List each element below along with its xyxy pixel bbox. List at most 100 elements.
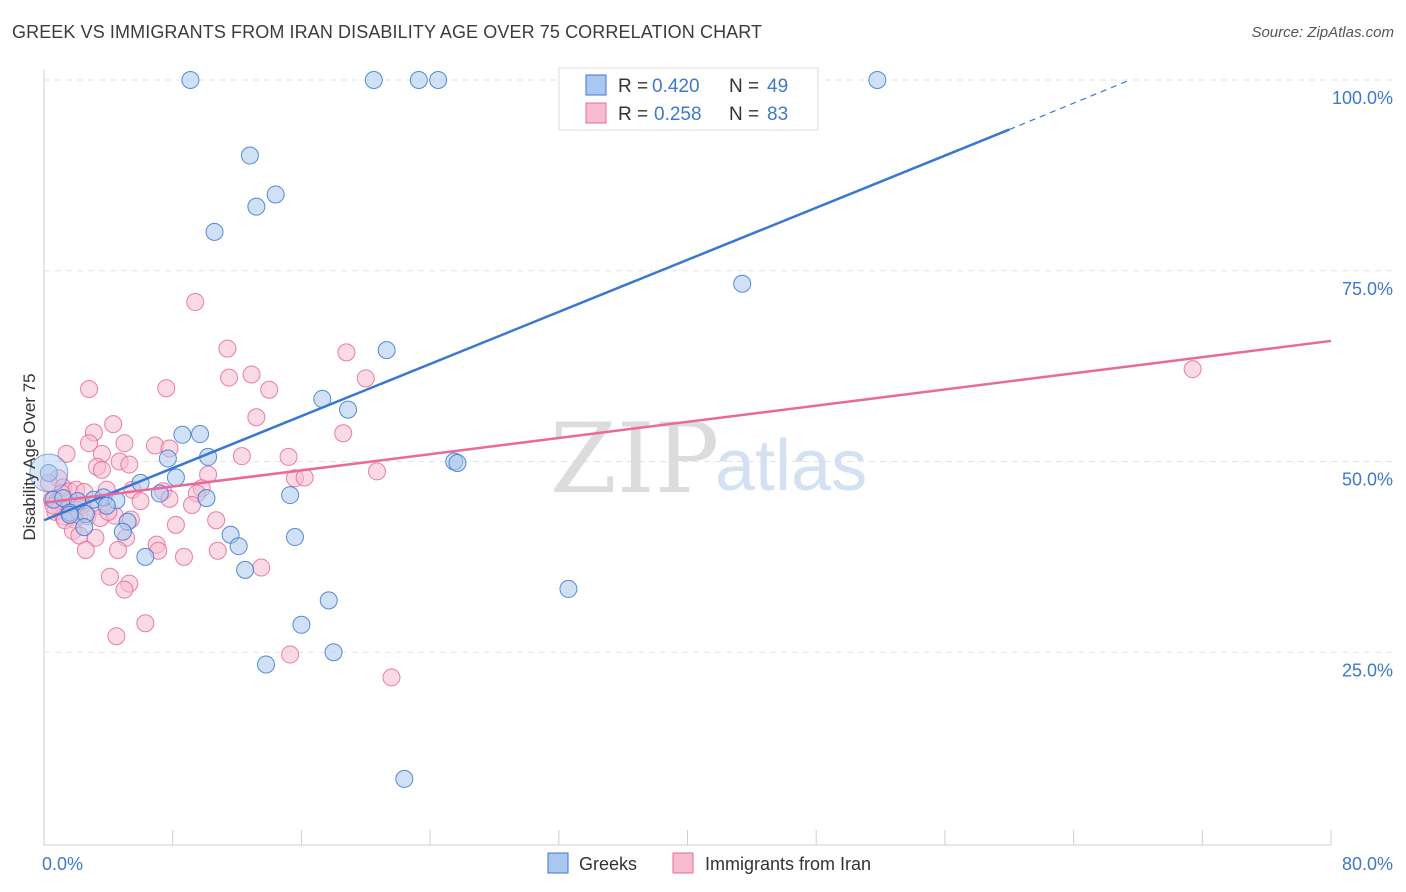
data-point — [868, 71, 887, 89]
watermark-atlas: atlas — [715, 426, 867, 506]
legend-swatch-iran — [585, 102, 607, 124]
legend-n-label-greeks: N = — [729, 76, 759, 97]
y-tick-labels: 25.0% 50.0% 75.0% 100.0% — [1332, 88, 1393, 680]
data-point — [146, 436, 165, 455]
x-tick-label-max: 80.0% — [1342, 854, 1393, 874]
data-point-large — [29, 453, 69, 493]
legend-swatch-greeks — [585, 74, 607, 96]
legend-r-value-greeks: 0.420 — [652, 76, 700, 97]
data-point — [368, 462, 387, 481]
data-point — [339, 400, 358, 419]
data-point — [166, 515, 185, 534]
data-point — [220, 368, 239, 387]
legend-n-value-greeks: 49 — [767, 76, 788, 97]
data-point — [240, 146, 259, 165]
stats-legend: R = 0.420 N = 49 R = 0.258 N = 83 — [558, 67, 819, 131]
data-point — [260, 380, 279, 399]
y-axis-title: Disability Age Over 75 — [20, 373, 39, 540]
data-point — [448, 454, 467, 473]
data-point — [115, 434, 134, 453]
trend-line-greeks-extension — [1009, 79, 1131, 131]
legend-r-label-iran: R = — [618, 104, 648, 125]
data-point — [100, 567, 119, 586]
data-point — [181, 71, 200, 89]
data-point — [57, 444, 76, 463]
grid-lines — [44, 79, 1393, 653]
data-point — [334, 424, 353, 443]
data-point — [382, 668, 401, 687]
series-greeks-points — [29, 71, 887, 788]
data-point — [113, 522, 132, 541]
data-point — [191, 425, 210, 444]
y-tick-label-50: 50.0% — [1342, 470, 1393, 490]
data-point — [86, 528, 105, 547]
data-point — [356, 369, 375, 388]
data-point — [97, 496, 116, 515]
data-point — [324, 643, 343, 662]
bottom-legend-swatch-iran — [672, 852, 694, 874]
data-point — [218, 339, 237, 358]
data-point — [285, 528, 304, 547]
x-tick-marks — [43, 830, 1332, 845]
data-point — [242, 365, 261, 384]
data-point — [247, 408, 266, 427]
data-point — [247, 197, 266, 216]
data-point — [39, 463, 58, 482]
data-point — [337, 343, 356, 362]
data-point — [229, 537, 248, 556]
data-point — [115, 580, 134, 599]
data-point — [76, 541, 95, 560]
data-point — [131, 492, 150, 511]
legend-r-label-greeks: R = — [618, 76, 648, 97]
legend-n-label-iran: N = — [729, 104, 759, 125]
chart-title: GREEK VS IMMIGRANTS FROM IRAN DISABILITY… — [12, 22, 763, 42]
x-tick-label-min: 0.0% — [42, 854, 83, 874]
data-point — [559, 579, 578, 598]
data-point — [281, 486, 300, 505]
bottom-legend-label-iran: Immigrants from Iran — [705, 854, 871, 874]
data-point — [104, 415, 123, 434]
bottom-legend-label-greeks: Greeks — [579, 854, 637, 874]
trend-line-greeks — [43, 128, 1010, 522]
data-point — [136, 614, 155, 633]
data-point — [364, 71, 383, 89]
y-tick-label-25: 25.0% — [1342, 660, 1393, 680]
data-point — [174, 547, 193, 566]
source-label: Source: ZipAtlas.com — [1251, 24, 1394, 41]
data-point — [207, 511, 226, 530]
data-point — [733, 274, 752, 293]
data-point — [197, 489, 216, 508]
data-point — [1183, 360, 1202, 379]
data-point — [158, 449, 177, 468]
data-point — [292, 615, 311, 634]
data-point — [75, 518, 94, 537]
data-point — [232, 447, 251, 466]
y-tick-label-75: 75.0% — [1342, 279, 1393, 299]
series-iran-points — [39, 293, 1202, 687]
data-point — [409, 71, 428, 89]
data-point — [252, 558, 271, 577]
data-point — [136, 547, 155, 566]
data-point — [236, 560, 255, 579]
data-point — [266, 185, 285, 204]
data-point — [205, 222, 224, 241]
bottom-legend-swatch-greeks — [547, 852, 569, 874]
data-point — [429, 71, 448, 89]
data-point — [109, 541, 128, 560]
data-point — [80, 434, 99, 453]
data-point — [120, 455, 139, 474]
data-point — [92, 460, 111, 479]
trend-lines — [43, 79, 1332, 522]
data-point — [257, 655, 276, 674]
trend-line-iran — [43, 339, 1332, 504]
y-tick-label-100: 100.0% — [1332, 88, 1393, 108]
data-point — [279, 447, 298, 466]
data-point — [186, 293, 205, 312]
data-point — [80, 380, 99, 399]
data-point — [395, 769, 414, 788]
data-point — [183, 495, 202, 514]
data-point — [208, 541, 227, 560]
data-point — [377, 341, 396, 360]
data-point — [173, 425, 192, 444]
